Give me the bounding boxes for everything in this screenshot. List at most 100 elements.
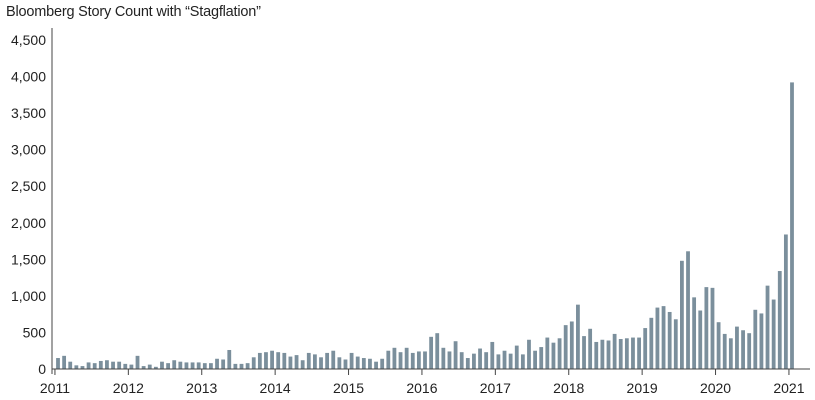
y-tick-label: 1,500 (11, 251, 46, 267)
bar (655, 307, 660, 369)
x-tick-label: 2021 (773, 380, 804, 396)
bar (508, 353, 513, 369)
bar (239, 363, 244, 369)
bar (306, 352, 311, 369)
bar (410, 352, 415, 369)
bar (196, 362, 201, 369)
bar (343, 359, 348, 369)
bar (86, 362, 91, 369)
bar (111, 361, 115, 369)
bar (569, 321, 574, 369)
bar (160, 361, 164, 369)
y-tick-label: 500 (23, 324, 47, 340)
bar (447, 351, 452, 369)
bar (147, 364, 152, 369)
bars (56, 82, 794, 370)
bar (105, 360, 109, 369)
x-tick-label: 2013 (186, 380, 217, 396)
bar (563, 325, 568, 369)
bar (667, 311, 672, 369)
bar (624, 338, 629, 369)
bar (588, 328, 593, 369)
bar (209, 363, 213, 369)
y-tick-label: 2,500 (11, 178, 46, 194)
bar (264, 352, 268, 369)
bar (741, 330, 745, 369)
x-tick-label: 2016 (406, 380, 437, 396)
bar (600, 339, 605, 369)
bar (349, 352, 354, 369)
bar (74, 365, 79, 369)
bar (637, 337, 641, 369)
bar (404, 347, 409, 369)
bar (618, 339, 623, 369)
bar (686, 251, 690, 369)
bar (337, 357, 342, 369)
bar (765, 285, 770, 369)
bar (257, 352, 262, 369)
bar (251, 357, 256, 369)
bar (704, 287, 709, 369)
bar (545, 337, 550, 369)
bar (398, 352, 403, 369)
bar (300, 360, 305, 369)
bar (643, 328, 648, 369)
x-tick-label: 2018 (553, 380, 584, 396)
bar (294, 355, 299, 369)
bar (423, 351, 427, 369)
bar (735, 326, 739, 369)
bar (374, 361, 378, 369)
bar (722, 333, 727, 369)
bar (459, 352, 464, 369)
bar (777, 271, 782, 369)
bar (221, 359, 226, 369)
y-tick-label: 3,500 (11, 105, 46, 121)
bar (166, 363, 170, 369)
y-tick-label: 4,000 (11, 69, 46, 85)
x-tick-label: 2012 (113, 380, 144, 396)
bar (612, 333, 617, 369)
bar (313, 354, 317, 369)
x-tick-label: 2017 (480, 380, 511, 396)
bar (56, 358, 60, 369)
x-tick-label: 2015 (333, 380, 364, 396)
y-tick-label: 1,000 (11, 288, 46, 304)
bar (551, 342, 556, 369)
bar (178, 361, 183, 369)
y-tick-label: 3,000 (11, 142, 46, 158)
bar (771, 299, 776, 369)
bar (533, 350, 537, 369)
bar (215, 358, 219, 369)
bar (172, 360, 177, 369)
bar (783, 234, 788, 369)
bar (557, 338, 562, 369)
bar (386, 350, 391, 369)
bar (649, 317, 654, 369)
bar (429, 336, 434, 369)
bar (282, 352, 287, 369)
x-axis-ticks: 2011 2012 2013 2014 2015 2016 2017 2018 2019 2020… (40, 369, 805, 396)
bar (465, 358, 470, 369)
bar (68, 361, 73, 369)
bar (710, 287, 715, 369)
bar (496, 354, 501, 369)
bar (129, 364, 134, 369)
bar (692, 297, 697, 369)
bar (673, 319, 678, 369)
bar (62, 355, 67, 369)
bar (680, 260, 684, 369)
y-tick-label: 4,500 (11, 32, 46, 48)
y-axis-ticks: 0 500 1,000 1,500 2,000 2,500 3,000 3,500 4,000 4… (11, 32, 46, 377)
bar (527, 339, 531, 369)
x-tick-label: 2019 (627, 380, 658, 396)
bar (747, 333, 752, 369)
bar (325, 352, 330, 369)
x-tick-label: 2020 (700, 380, 731, 396)
bar (478, 348, 482, 369)
bar (472, 353, 476, 369)
bar (759, 313, 764, 369)
bar (288, 356, 293, 369)
bar (582, 336, 586, 369)
bar (435, 333, 440, 369)
